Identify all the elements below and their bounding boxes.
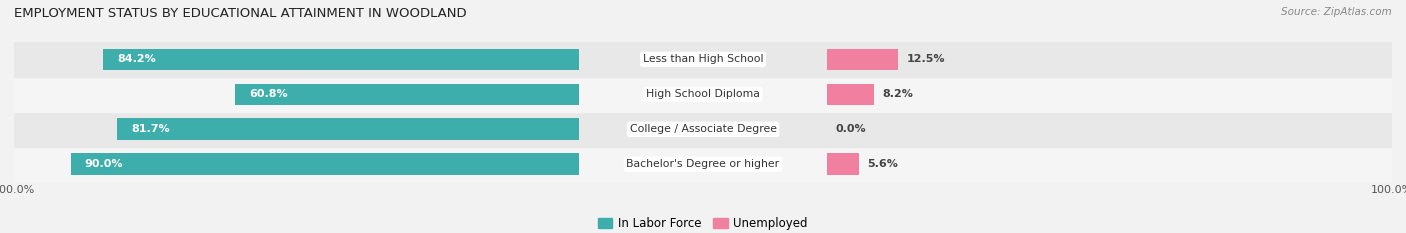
Bar bbox=[827, 49, 898, 70]
Bar bbox=[235, 84, 579, 105]
Bar bbox=[14, 42, 1392, 77]
Bar bbox=[827, 154, 859, 175]
Text: 84.2%: 84.2% bbox=[117, 55, 156, 64]
Text: 90.0%: 90.0% bbox=[84, 159, 124, 169]
Bar bbox=[14, 147, 1392, 182]
Text: College / Associate Degree: College / Associate Degree bbox=[630, 124, 776, 134]
Bar bbox=[103, 49, 579, 70]
Text: High School Diploma: High School Diploma bbox=[647, 89, 759, 99]
Bar bbox=[827, 84, 873, 105]
Text: 12.5%: 12.5% bbox=[907, 55, 945, 64]
Text: 81.7%: 81.7% bbox=[132, 124, 170, 134]
Text: Less than High School: Less than High School bbox=[643, 55, 763, 64]
Bar bbox=[117, 118, 579, 140]
Text: Source: ZipAtlas.com: Source: ZipAtlas.com bbox=[1281, 7, 1392, 17]
Text: EMPLOYMENT STATUS BY EDUCATIONAL ATTAINMENT IN WOODLAND: EMPLOYMENT STATUS BY EDUCATIONAL ATTAINM… bbox=[14, 7, 467, 20]
Bar bbox=[14, 112, 1392, 147]
Text: Bachelor's Degree or higher: Bachelor's Degree or higher bbox=[627, 159, 779, 169]
Bar bbox=[70, 154, 579, 175]
Text: 5.6%: 5.6% bbox=[868, 159, 898, 169]
Text: 0.0%: 0.0% bbox=[835, 124, 866, 134]
Bar bbox=[14, 77, 1392, 112]
Legend: In Labor Force, Unemployed: In Labor Force, Unemployed bbox=[593, 212, 813, 233]
Text: 60.8%: 60.8% bbox=[249, 89, 288, 99]
Text: 8.2%: 8.2% bbox=[882, 89, 912, 99]
